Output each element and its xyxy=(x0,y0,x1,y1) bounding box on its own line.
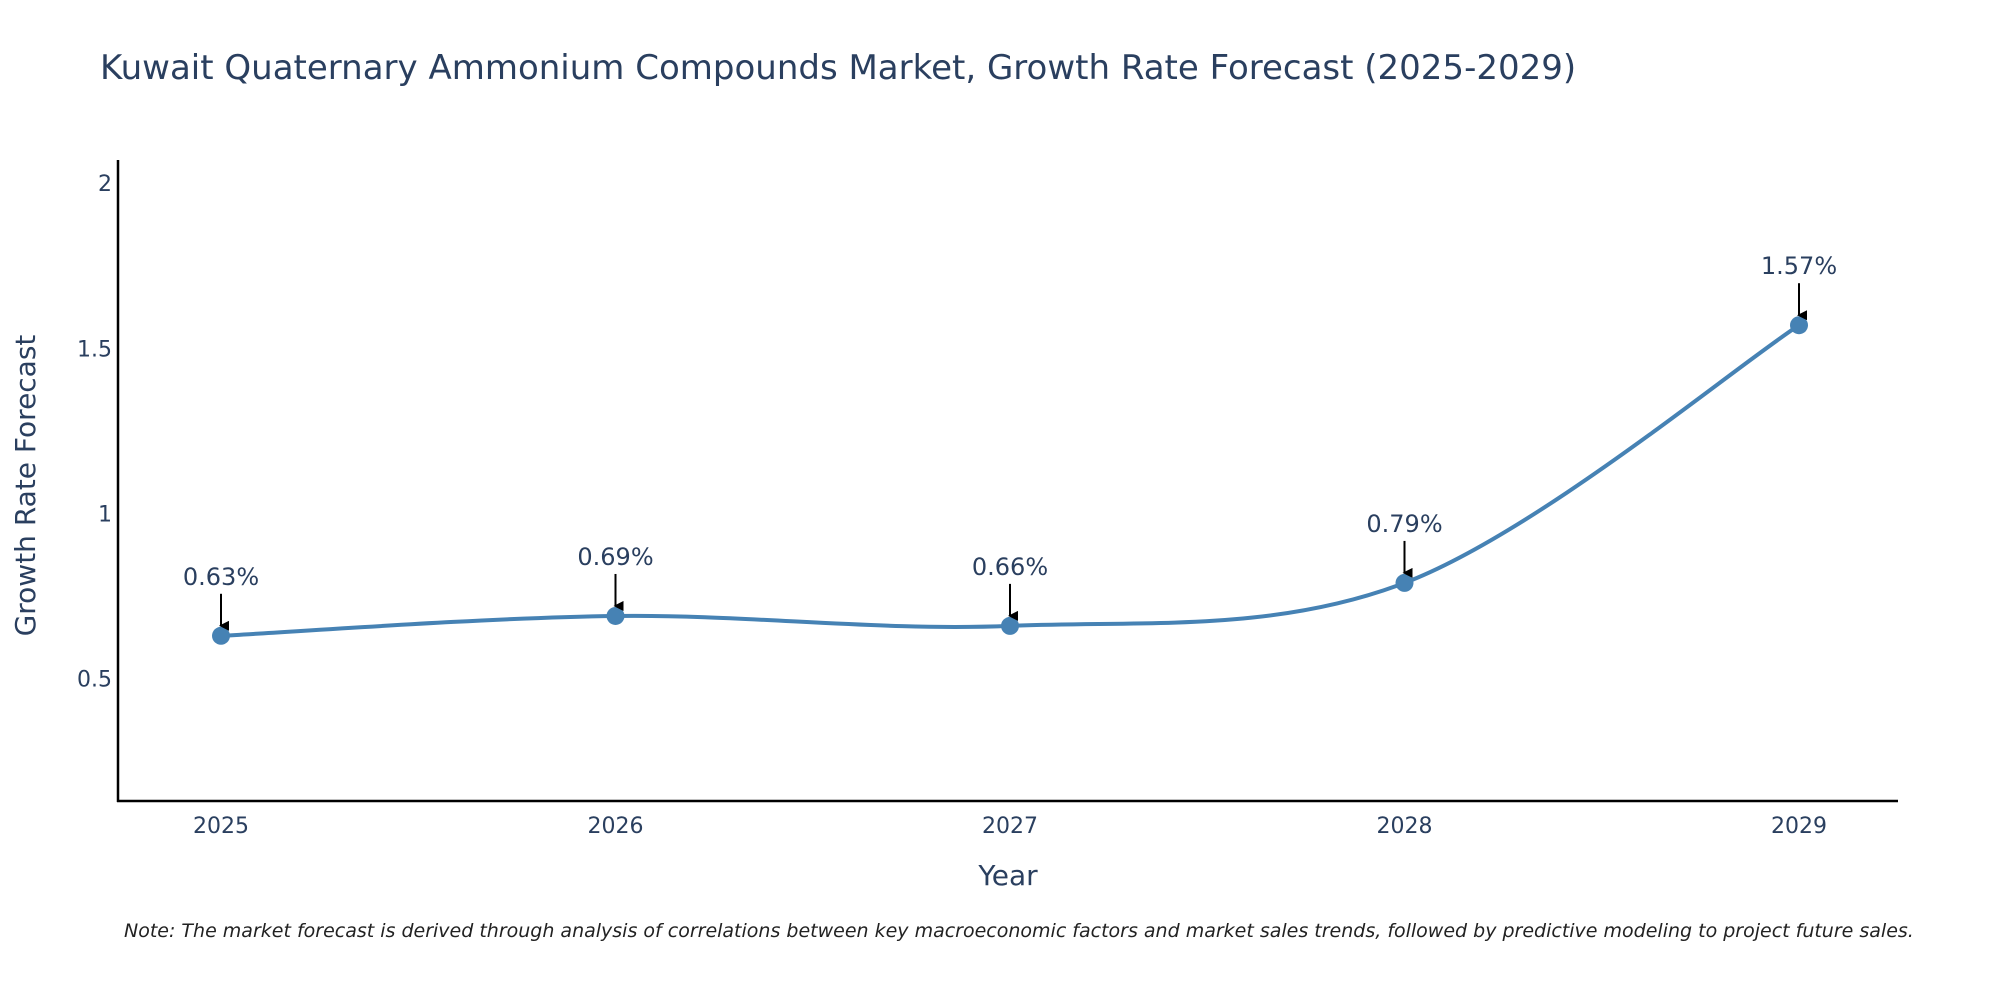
data-label: 0.66% xyxy=(972,553,1048,581)
data-labels-group: 0.63% 0.69% 0.66% 0.79% 1.57% xyxy=(183,252,1837,631)
data-label: 0.69% xyxy=(577,543,653,571)
data-label: 0.63% xyxy=(183,563,259,591)
x-tick-label: 2027 xyxy=(982,814,1038,839)
y-tick-label: 1 xyxy=(98,503,112,528)
y-tick-label: 1.5 xyxy=(77,337,112,362)
data-label: 0.79% xyxy=(1366,510,1442,538)
data-point-marker xyxy=(1001,616,1019,635)
data-point-marker xyxy=(606,606,625,625)
data-point-marker xyxy=(1395,573,1414,592)
x-axis-title: Year xyxy=(977,859,1038,892)
chart-title: Kuwait Quaternary Ammonium Compounds Mar… xyxy=(100,48,1577,88)
series-line xyxy=(220,323,1801,638)
data-point-marker xyxy=(212,626,230,645)
y-tick-label: 0.5 xyxy=(77,668,112,693)
x-tick-label: 2028 xyxy=(1377,814,1433,839)
series-line-group xyxy=(220,323,1801,638)
data-label: 1.57% xyxy=(1761,252,1837,280)
x-tick-label: 2029 xyxy=(1771,814,1827,839)
y-axis-title: Growth Rate Forecast xyxy=(9,335,42,637)
chart-note: Note: The market forecast is derived thr… xyxy=(124,920,1914,942)
data-point-marker xyxy=(1790,316,1808,335)
y-tick-label: 2 xyxy=(98,172,112,197)
markers-group xyxy=(212,316,1808,645)
x-tick-label: 2025 xyxy=(193,814,249,839)
x-tick-label: 2026 xyxy=(588,814,644,839)
axes: 0.5 1 1.5 2 2025 2026 2027 2028 2029 Year Growth R… xyxy=(9,160,1898,892)
